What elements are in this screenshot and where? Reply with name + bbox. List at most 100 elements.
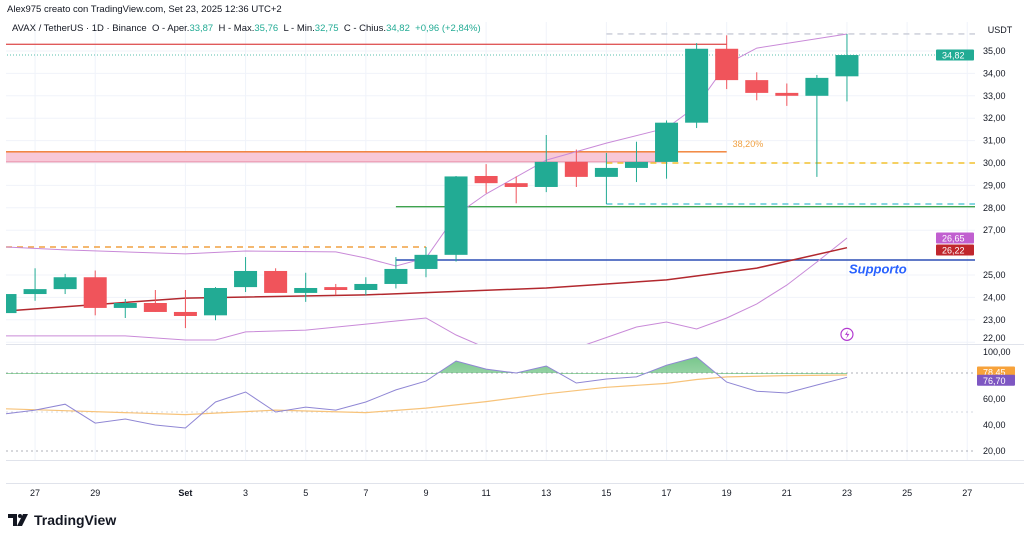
support-label: Supporto	[849, 261, 907, 276]
date-tick-label: 11	[481, 488, 490, 498]
price-zone	[6, 151, 668, 163]
candle[interactable]	[384, 257, 408, 289]
rsi-overbought-fill	[6, 357, 847, 374]
date-tick-label: 23	[842, 488, 852, 498]
candle-body	[534, 161, 558, 187]
high-value: 35,76	[254, 23, 279, 34]
candle[interactable]	[534, 135, 558, 193]
symbol-name[interactable]: AVAX / TetherUS · 1D · Binance	[12, 23, 147, 34]
rsi-badge-label: 76,70	[983, 376, 1006, 386]
candle-body	[775, 92, 799, 96]
price-tick-label: 30,00	[983, 158, 1006, 168]
candle[interactable]	[655, 120, 679, 179]
candle-body	[264, 270, 288, 293]
candle[interactable]	[234, 257, 258, 293]
rsi-pane[interactable]	[5, 356, 975, 452]
date-tick-label: 19	[722, 488, 732, 498]
candle[interactable]	[474, 164, 498, 194]
candle[interactable]	[504, 176, 528, 204]
candle[interactable]	[113, 298, 137, 319]
lightning-icon[interactable]	[840, 327, 854, 341]
date-tick-label: 3	[243, 488, 248, 498]
rsi-badge	[977, 366, 1015, 378]
candle[interactable]	[264, 268, 288, 293]
price-tick-label: 22,00	[983, 333, 1006, 343]
date-tick-label: Set	[178, 488, 192, 498]
candle[interactable]	[0, 294, 17, 314]
rsi-tick-label: 60,00	[983, 394, 1006, 404]
price-pane[interactable]: 50,00%38,20%Supporto	[0, 21, 1012, 358]
candle[interactable]	[715, 35, 739, 90]
candle[interactable]	[564, 149, 588, 187]
candle[interactable]	[23, 268, 47, 301]
candle[interactable]	[83, 270, 107, 316]
price-tick-label: 24,00	[983, 292, 1006, 302]
date-tick-label: 21	[782, 488, 792, 498]
symbol-legend: AVAX / TetherUS · 1D · Binance O - Aper.…	[12, 23, 481, 34]
price-tick-label: 25,00	[983, 270, 1006, 280]
tradingview-logo[interactable]: TradingView	[8, 512, 116, 528]
rsi-tick-label: 20,00	[983, 446, 1006, 456]
grid	[6, 22, 1024, 484]
candle[interactable]	[324, 283, 348, 296]
lightning-glyph	[844, 330, 850, 339]
close-value: 34,82	[386, 23, 410, 34]
candle[interactable]	[294, 272, 318, 302]
candle-body	[685, 48, 709, 123]
candle[interactable]	[835, 33, 859, 102]
candle-body	[624, 161, 648, 168]
candle[interactable]	[203, 287, 227, 321]
candle-body	[203, 287, 227, 316]
price-badge-label: 26,65	[942, 234, 965, 244]
candle[interactable]	[685, 43, 709, 129]
candle[interactable]	[414, 247, 438, 278]
candle-body	[655, 122, 679, 162]
candle-body	[83, 277, 107, 308]
candle-body	[294, 287, 318, 293]
candle[interactable]	[143, 290, 167, 312]
price-tick-label: 27,00	[983, 225, 1006, 235]
rsi-tick-label: 40,00	[983, 420, 1006, 430]
candle-body	[594, 167, 618, 177]
fib-level-label: 38,20%	[733, 139, 764, 149]
date-tick-label: 15	[601, 488, 611, 498]
candle[interactable]	[624, 141, 648, 183]
candle[interactable]	[444, 175, 468, 262]
price-tick-label: 33,00	[983, 91, 1006, 101]
candle[interactable]	[354, 277, 378, 296]
candle-body	[444, 176, 468, 255]
price-tick-label: 23,00	[983, 315, 1006, 325]
candle-body	[23, 289, 47, 295]
price-tick-label: 35,00	[983, 46, 1006, 56]
date-tick-label: 5	[303, 488, 308, 498]
rsi-lines	[6, 356, 848, 429]
candle[interactable]	[594, 152, 618, 204]
candle[interactable]	[173, 290, 197, 329]
price-badge	[936, 232, 974, 244]
price-badge-label: 34,82	[942, 51, 965, 61]
date-tick-label: 7	[363, 488, 368, 498]
rsi-tick-label: 100,00	[983, 347, 1011, 357]
candle-body	[173, 311, 197, 316]
change-value: +0,96 (+2,84%)	[415, 23, 481, 34]
date-tick-label: 27	[962, 488, 972, 498]
candle[interactable]	[53, 273, 77, 295]
candle[interactable]	[775, 83, 799, 106]
candle-body	[835, 55, 859, 77]
price-tick-label: 31,00	[983, 136, 1006, 146]
close-label: C - Chius.	[343, 23, 387, 34]
candle-body	[474, 175, 498, 184]
candle-body	[113, 303, 137, 308]
candle-body	[53, 277, 77, 290]
date-tick-label: 13	[541, 488, 551, 498]
rsi-badge	[977, 374, 1015, 386]
logo-text: TradingView	[34, 512, 117, 528]
candle-body	[564, 161, 588, 177]
price-tick-label: 28,00	[983, 203, 1006, 213]
candle[interactable]	[745, 72, 769, 101]
candle[interactable]	[805, 74, 829, 177]
chart-credit: Alex975 creato con TradingView.com, Set …	[7, 4, 282, 15]
open-value: 33,87	[189, 23, 214, 34]
date-tick-label: 25	[902, 488, 912, 498]
